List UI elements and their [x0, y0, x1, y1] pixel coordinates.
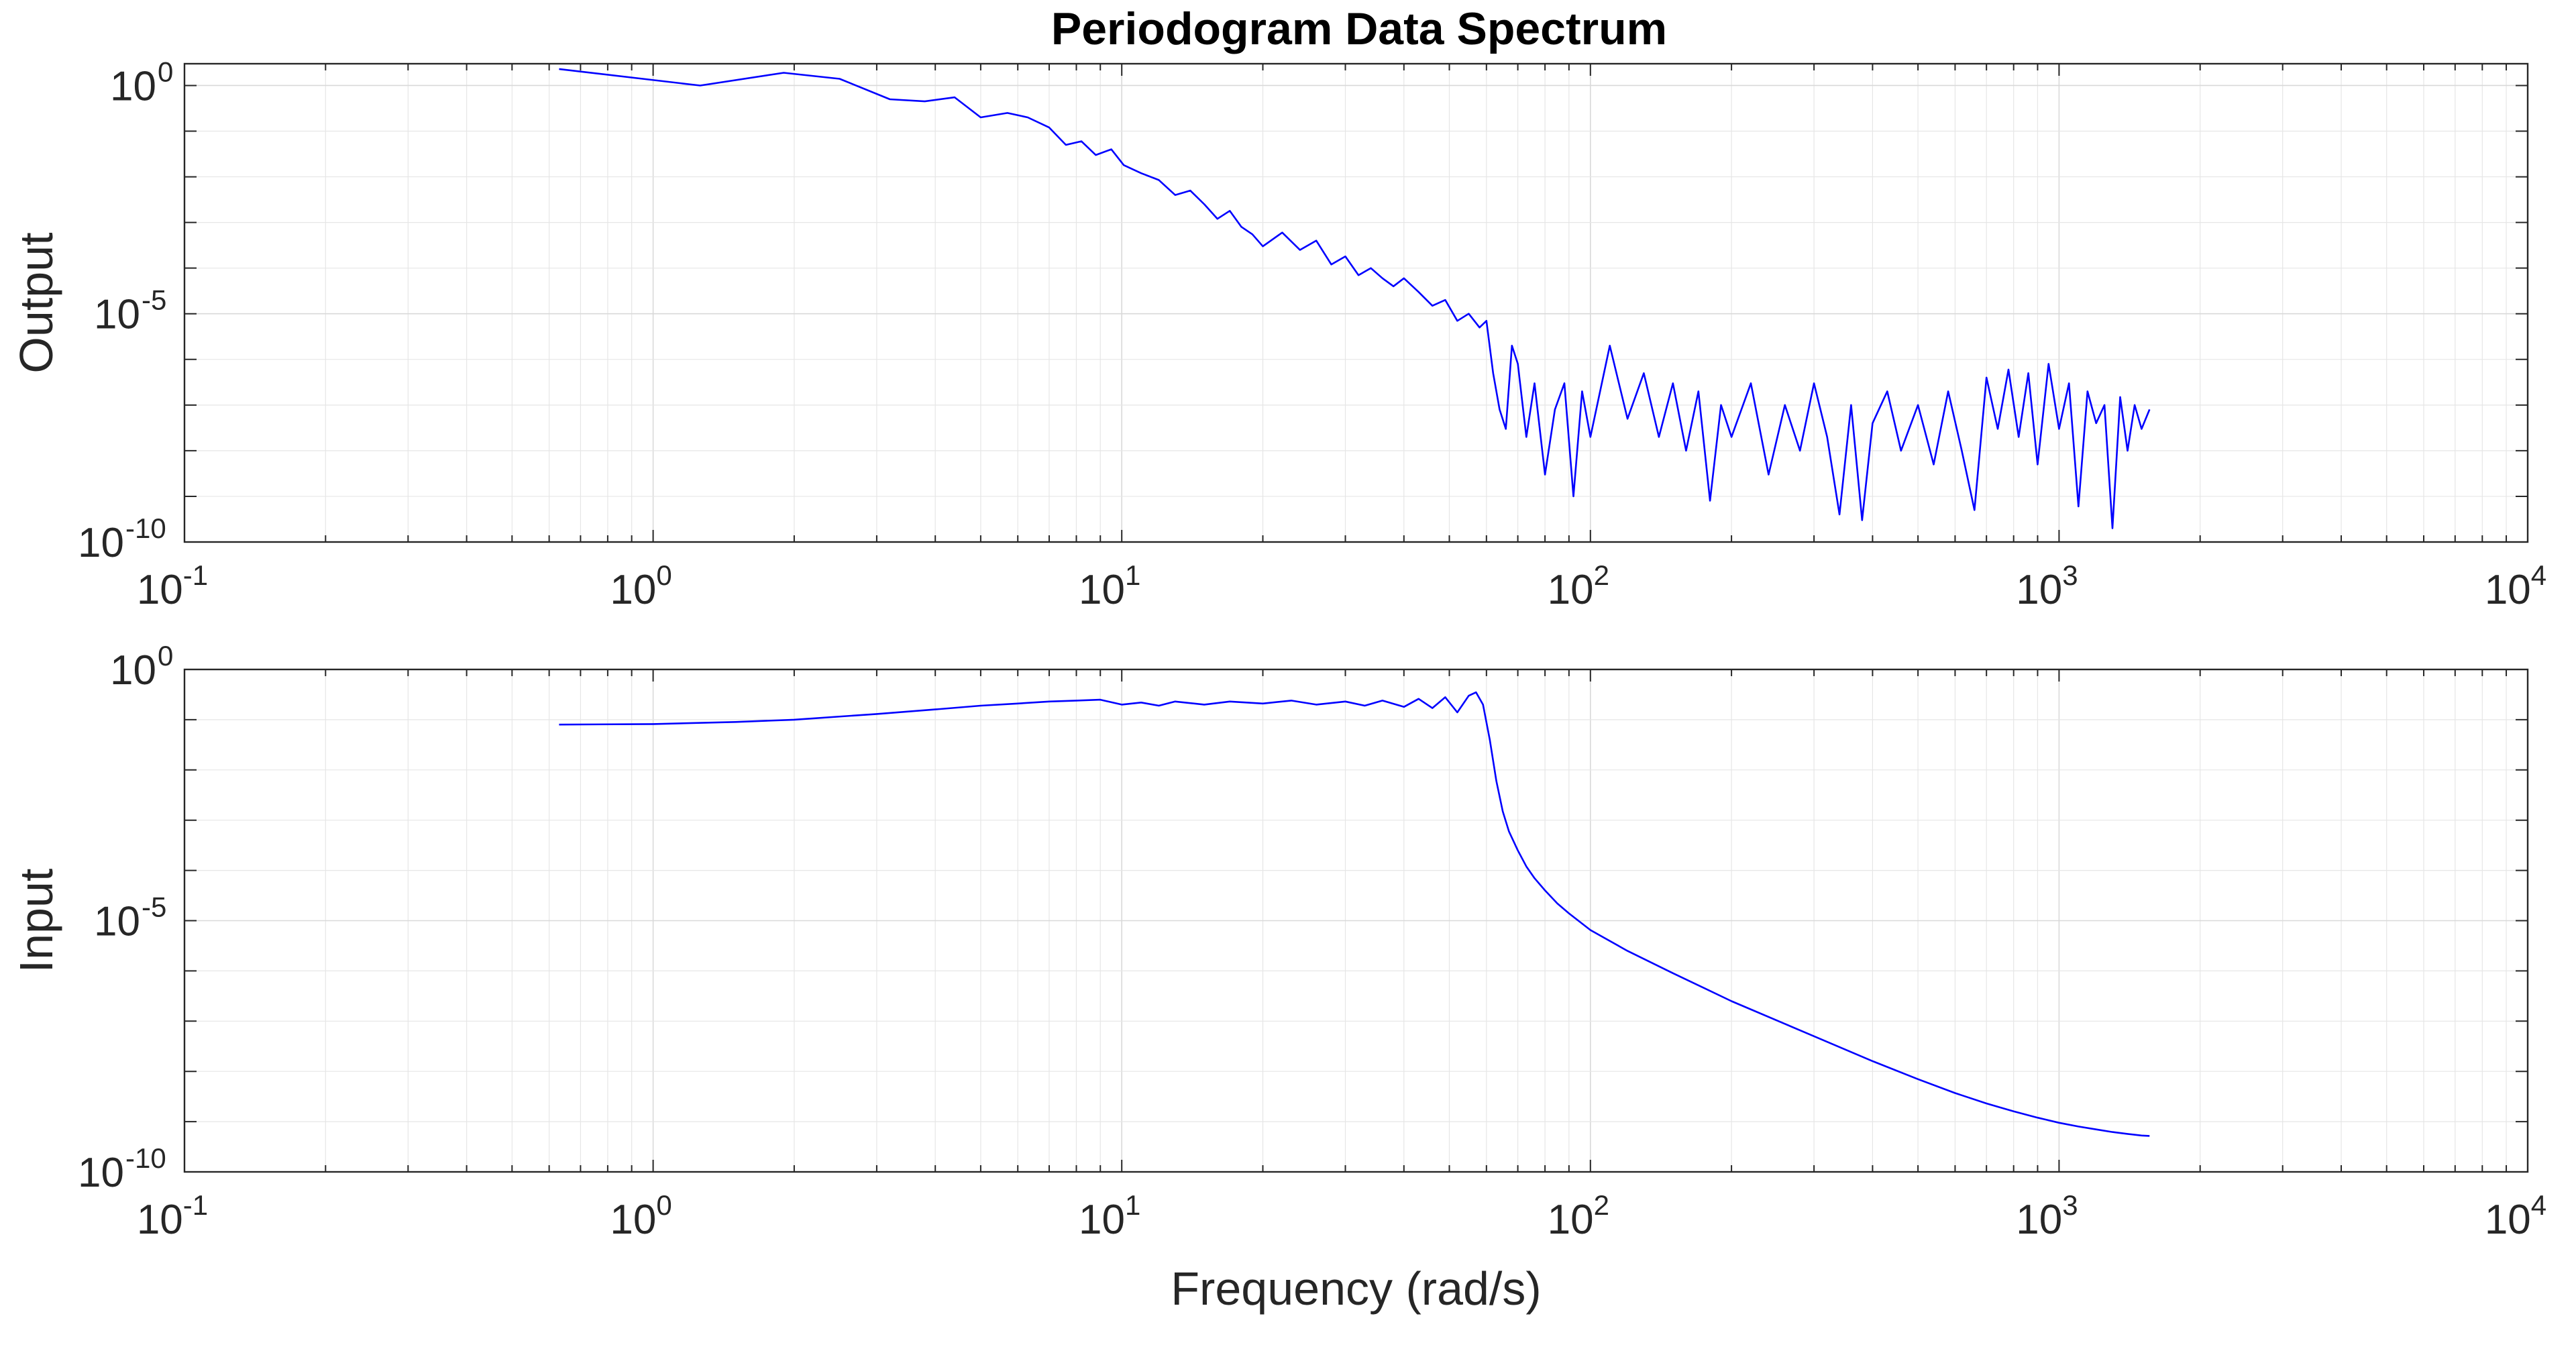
output-plot-area — [184, 64, 2528, 542]
x-tick-label: 103 — [2016, 1189, 2078, 1243]
y-tick-label: 10 — [94, 899, 140, 945]
y-tick-exponent: 0 — [158, 640, 173, 671]
x-tick-label: 100 — [610, 559, 672, 613]
x-tick-label: 101 — [1079, 559, 1140, 613]
figure-title: Periodogram Data Spectrum — [1051, 3, 1667, 54]
output-ticks — [184, 64, 2528, 543]
y-tick-exponent: -5 — [142, 284, 166, 316]
input-grid — [184, 669, 2528, 1172]
y-tick-label: 10 — [110, 63, 156, 109]
input-ylabel: Input — [10, 869, 62, 973]
input-series-line — [559, 691, 2150, 1137]
y-tick-label: 10 — [110, 647, 156, 694]
x-tick-label: 10-1 — [137, 559, 208, 613]
xlabel: Frequency (rad/s) — [1171, 1262, 1541, 1315]
y-tick-exponent: -10 — [125, 1142, 166, 1174]
y-tick-label: 10 — [78, 520, 124, 566]
x-tick-label: 104 — [2485, 1189, 2546, 1243]
x-tick-label: 104 — [2485, 559, 2546, 613]
y-tick-exponent: -5 — [142, 891, 166, 923]
x-tick-label: 10-1 — [137, 1189, 208, 1243]
x-tick-label: 100 — [610, 1189, 672, 1243]
output-axes-frame — [183, 62, 2529, 543]
y-tick-label: 10 — [94, 292, 140, 338]
input-axes-frame — [183, 668, 2529, 1173]
x-tick-label: 103 — [2016, 559, 2078, 613]
y-tick-exponent: -10 — [125, 512, 166, 544]
output-series-line — [559, 68, 2151, 529]
output-ylabel: Output — [10, 232, 62, 373]
output-grid — [184, 64, 2528, 542]
y-tick-exponent: 0 — [158, 56, 173, 87]
x-tick-label: 102 — [1548, 1189, 1609, 1243]
input-ticks — [184, 669, 2528, 1173]
x-tick-label: 102 — [1548, 559, 1609, 613]
y-tick-label: 10 — [78, 1150, 124, 1196]
x-tick-label: 101 — [1079, 1189, 1140, 1243]
